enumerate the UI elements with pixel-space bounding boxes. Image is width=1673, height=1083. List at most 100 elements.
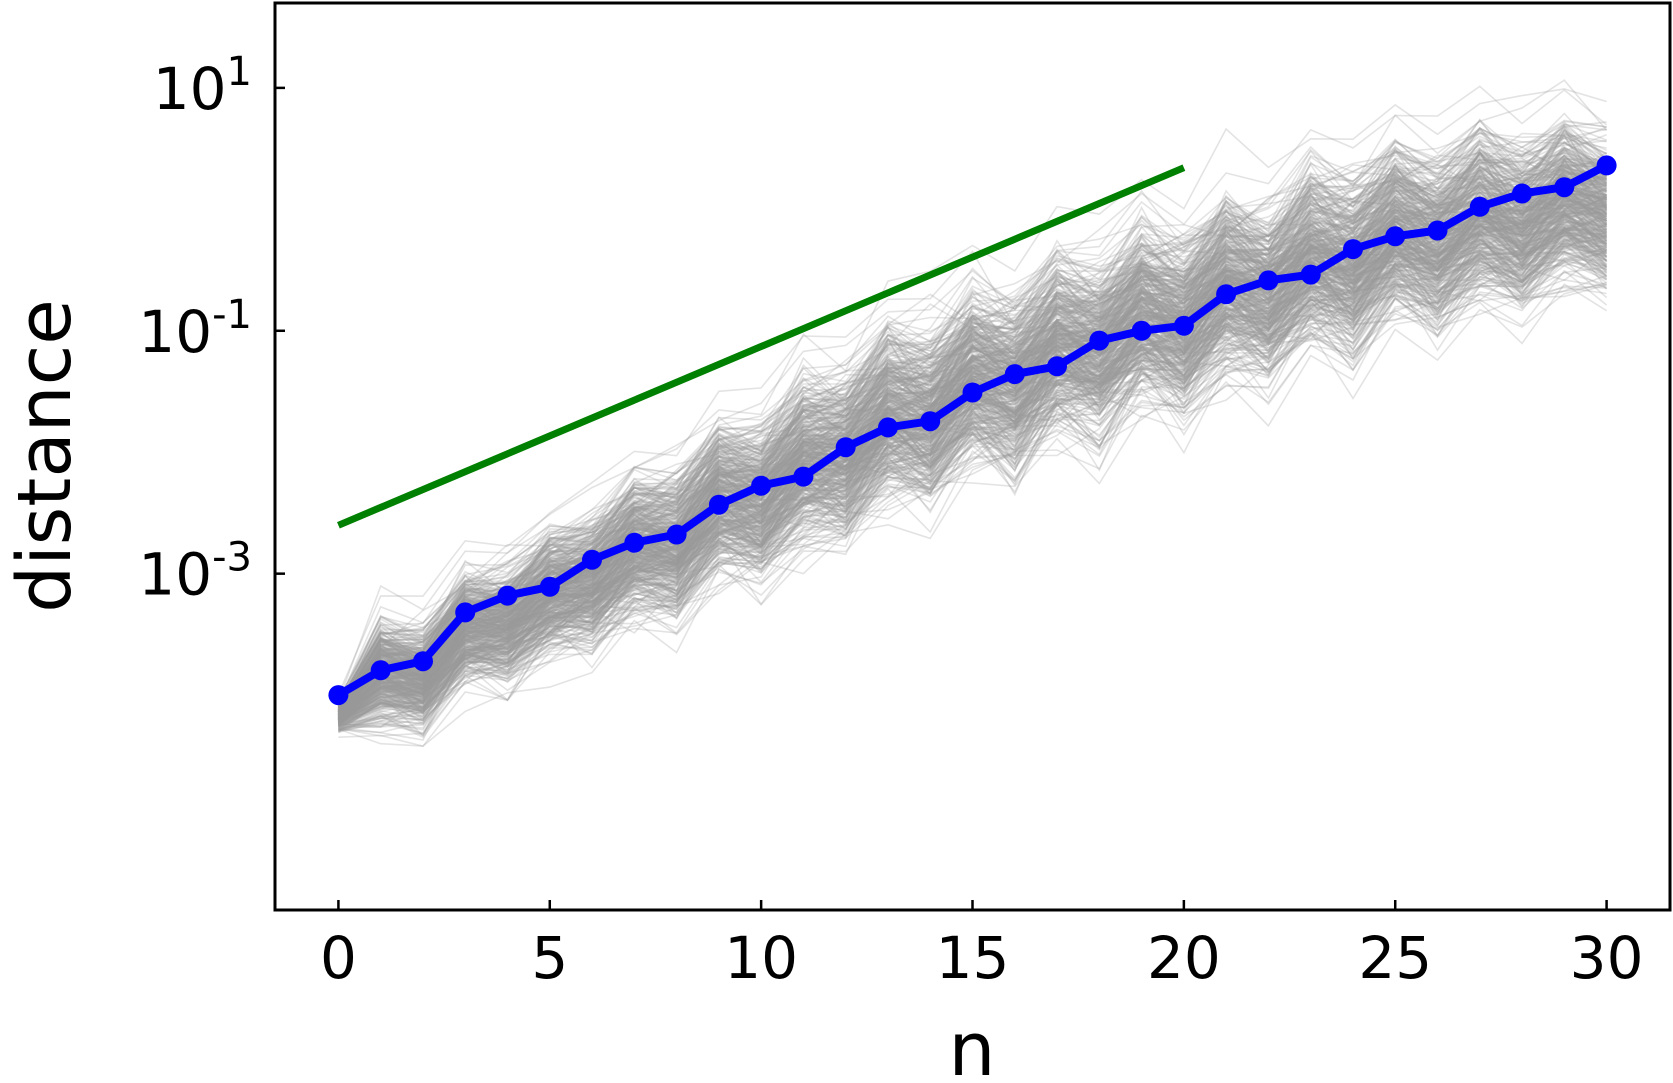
trajectory-line: [337, 175, 1607, 714]
trajectory-line: [338, 221, 1608, 727]
trajectory-line: [337, 227, 1607, 722]
mean-point: [1512, 183, 1532, 204]
trajectory-line: [337, 147, 1607, 713]
trajectory-line: [337, 128, 1607, 709]
mean-point: [582, 549, 602, 570]
trajectory-line: [337, 150, 1608, 709]
trajectory-line: [337, 180, 1608, 722]
trajectory-line: [337, 191, 1607, 719]
trajectory-line: [338, 237, 1608, 728]
y-axis-label: distance: [2, 299, 88, 613]
mean-point: [1343, 239, 1363, 260]
trajectory-line: [337, 134, 1608, 707]
trajectory-line: [337, 133, 1607, 711]
trajectory-line: [337, 170, 1607, 712]
trajectory-line: [337, 210, 1608, 723]
trajectory-line: [337, 135, 1607, 703]
trajectory-line: [337, 143, 1607, 707]
trajectory-line: [337, 191, 1608, 717]
trajectory-line: [337, 205, 1607, 723]
trajectory-line: [337, 122, 1607, 707]
trajectory-line: [337, 231, 1608, 725]
trajectory-line: [337, 198, 1608, 716]
trajectory-line: [337, 132, 1608, 704]
mean-point: [1004, 364, 1025, 385]
trajectory-line: [337, 195, 1607, 720]
trajectory-line: [337, 129, 1607, 705]
trajectory-line: [338, 239, 1607, 724]
trajectory-line: [338, 248, 1608, 728]
trajectory-line: [337, 139, 1607, 707]
trajectory-line: [337, 233, 1607, 730]
trajectory-line: [337, 146, 1608, 708]
trajectory-line: [337, 212, 1607, 725]
trajectory-line: [337, 203, 1608, 722]
trajectory-line: [337, 184, 1607, 719]
trajectory-line: [337, 155, 1608, 716]
y-tick-base: 10: [153, 55, 227, 123]
trajectory-line: [337, 188, 1608, 717]
y-tick-exponent: -3: [212, 535, 252, 581]
trajectory-line: [337, 166, 1607, 713]
trajectory-line: [337, 129, 1608, 706]
trajectory-line: [337, 163, 1608, 710]
trajectory-line: [337, 120, 1607, 707]
trajectory-line: [337, 176, 1608, 718]
trajectory-line: [337, 195, 1608, 720]
trajectory-line: [337, 169, 1607, 711]
trajectory-line: [337, 226, 1608, 717]
trajectory-line: [337, 194, 1608, 721]
trajectory-line: [337, 125, 1608, 699]
trajectory-line: [337, 194, 1607, 715]
trajectory-line: [337, 150, 1608, 714]
trajectory-line: [337, 175, 1608, 712]
trajectory-line: [337, 185, 1607, 717]
trajectory-line: [337, 209, 1607, 714]
trajectory-line: [337, 164, 1608, 717]
trajectory-line: [337, 165, 1607, 716]
trajectory-line: [338, 213, 1608, 720]
trajectory-line: [337, 79, 1608, 704]
trajectory-line: [337, 134, 1608, 712]
x-tick-label: 5: [531, 924, 568, 992]
trajectory-line: [337, 242, 1608, 727]
mean-point: [878, 417, 898, 438]
trajectory-line: [337, 132, 1607, 708]
trajectory-line: [338, 283, 1607, 734]
trajectory-line: [337, 147, 1608, 711]
trajectory-line: [337, 139, 1608, 709]
trajectory-line: [337, 180, 1607, 716]
trajectory-line: [338, 210, 1608, 723]
trajectory-line: [337, 217, 1608, 723]
y-tick-base: 10: [138, 298, 212, 366]
trajectory-line: [337, 188, 1607, 711]
trajectory-line: [337, 225, 1608, 725]
trajectory-line: [337, 212, 1608, 723]
trajectory-line: [337, 216, 1607, 722]
trajectory-line: [338, 235, 1607, 729]
trajectory-line: [338, 260, 1607, 732]
trajectory-line: [337, 119, 1607, 702]
mean-point: [666, 524, 687, 545]
trajectory-line: [337, 149, 1607, 715]
trajectory-line: [338, 244, 1608, 726]
x-axis: 0 5 10 15 20 25 30: [320, 900, 1643, 992]
trajectory-line: [337, 228, 1607, 719]
mean-point: [962, 382, 983, 403]
mean-point: [370, 660, 391, 681]
trajectory-line: [338, 245, 1607, 726]
x-tick-label: 25: [1358, 924, 1432, 992]
mean-point: [1300, 264, 1321, 285]
trajectory-line: [337, 124, 1608, 713]
trajectory-line: [337, 235, 1607, 723]
trajectory-line: [337, 123, 1607, 703]
trajectory-line: [337, 177, 1607, 713]
y-tick-label: 10-1: [138, 292, 252, 366]
trajectory-line: [337, 158, 1608, 719]
trajectory-line: [337, 161, 1607, 711]
trajectory-line: [337, 171, 1608, 711]
trajectory-line: [337, 212, 1607, 727]
trajectory-line: [337, 225, 1608, 720]
y-tick-label: 10-3: [138, 535, 252, 609]
trajectory-line: [337, 141, 1608, 707]
